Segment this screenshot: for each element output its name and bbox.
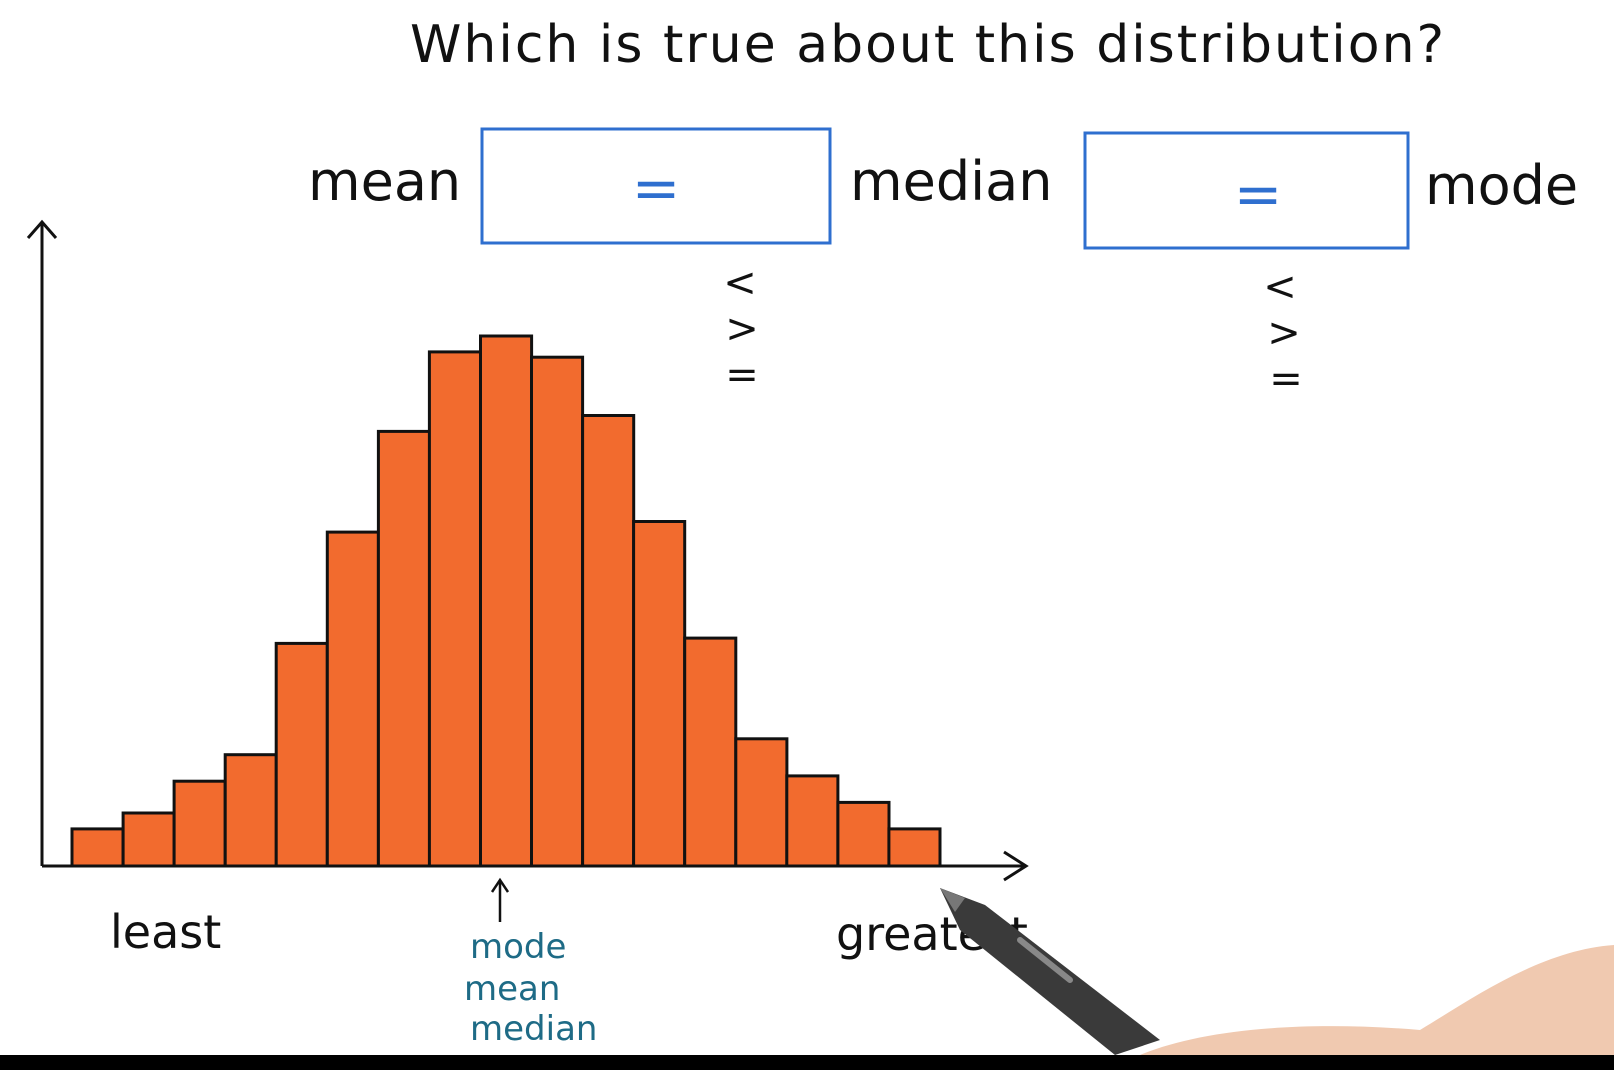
answer-box-1-frame[interactable] (480, 127, 832, 245)
histogram-bar (785, 774, 840, 868)
histogram-bar (70, 827, 125, 868)
answer-box-median-mode[interactable]: = (1083, 131, 1410, 250)
histogram-bar (121, 811, 176, 868)
histogram-bar (172, 779, 227, 868)
annotation-mean: mean (464, 969, 560, 1009)
answer-box-1-symbol: = (632, 154, 681, 222)
histogram-bar (427, 350, 482, 868)
box1-option-gt: > (725, 306, 759, 352)
box1-option-eq: = (725, 352, 759, 398)
box2-option-eq: = (1269, 356, 1303, 402)
histogram-bars (70, 334, 942, 868)
mode-label: mode (1425, 154, 1578, 217)
box2-options: < > = (1263, 264, 1303, 402)
annotation-median: median (470, 1009, 597, 1049)
x-label-least: least (110, 905, 221, 959)
mean-label: mean (308, 150, 461, 213)
histogram-bar (479, 334, 534, 868)
histogram-bar (734, 737, 789, 868)
histogram-bar (530, 355, 585, 868)
hand-shape (1140, 945, 1614, 1055)
annotation-arrow-head (490, 877, 510, 893)
histogram-bar (223, 753, 278, 868)
histogram-bar (632, 520, 687, 868)
box1-option-lt: < (723, 260, 757, 306)
annotation-mode: mode (470, 927, 566, 967)
video-bottom-bar (0, 1055, 1614, 1070)
histogram-bar (887, 827, 942, 868)
box1-options: < > = (723, 260, 759, 398)
median-label: median (850, 150, 1052, 213)
histogram-bar (274, 641, 329, 868)
pen-icon (940, 888, 1160, 1055)
answer-box-mean-median[interactable]: = (480, 127, 832, 245)
histogram-bar (683, 636, 738, 868)
histogram-bar (376, 429, 431, 868)
histogram-bar (581, 414, 636, 868)
answer-box-2-symbol: = (1234, 160, 1283, 228)
box2-option-gt: > (1267, 310, 1301, 356)
center-annotation: mode mean median (464, 877, 597, 1049)
histogram: least greatest mode mean median (26, 219, 1029, 1049)
y-axis-arrowhead (26, 219, 58, 239)
answer-box-2-frame[interactable] (1083, 131, 1410, 250)
histogram-bar (325, 530, 380, 868)
box2-option-lt: < (1263, 264, 1297, 310)
question-title: Which is true about this distribution? (410, 15, 1446, 75)
x-axis-arrowhead (1003, 850, 1029, 882)
histogram-bar (836, 800, 891, 868)
